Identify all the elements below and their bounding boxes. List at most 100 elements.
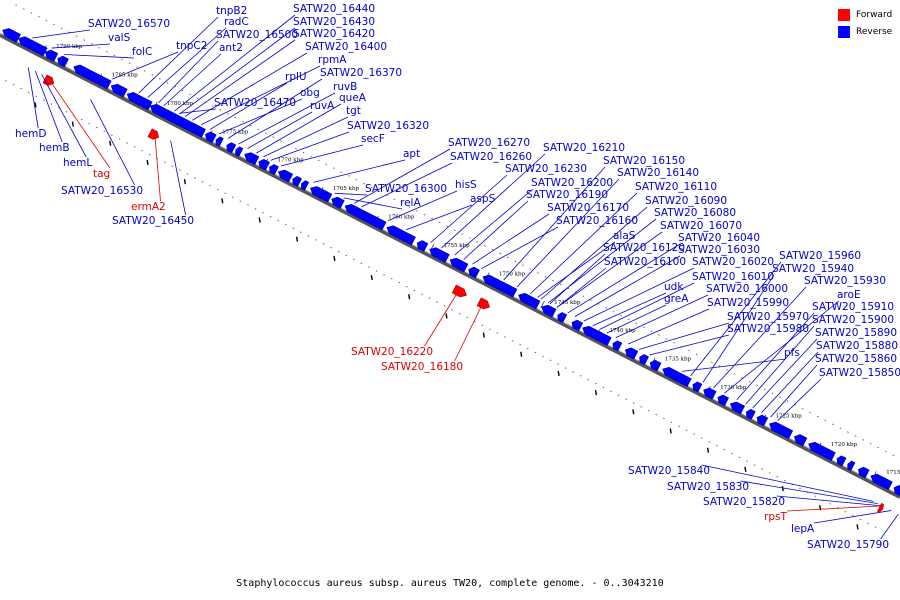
reverse-gene-label-leader	[752, 338, 818, 409]
reverse-gene-label: folC	[132, 46, 152, 58]
kbp-tick-label: 1770 kbp	[278, 158, 305, 164]
reverse-gene-label-leader	[270, 131, 350, 161]
reverse-gene	[126, 92, 153, 111]
reverse-gene-label-leader	[530, 192, 638, 295]
reverse-gene-label-leader	[51, 43, 111, 49]
reverse-gene	[258, 158, 271, 171]
reverse-gene-label-leader	[313, 159, 406, 183]
sequence-axis	[0, 33, 900, 499]
reverse-gene-label: SATW20_15880	[816, 340, 898, 352]
forward-gene-label-leader	[424, 288, 461, 347]
reverse-gene-label: SATW20_16320	[347, 120, 429, 132]
reverse-gene	[244, 152, 260, 166]
reverse-gene-label-leader	[361, 162, 453, 208]
reverse-gene-label-leader	[776, 495, 883, 507]
reverse-gene-label-leader	[430, 174, 508, 243]
reverse-gene	[756, 414, 769, 427]
reverse-gene-label: SATW20_16530	[61, 185, 143, 197]
gc-tick	[370, 274, 373, 281]
kbp-tick-label: 1760 kbp	[388, 215, 415, 221]
reverse-gene-label: SATW20_15820	[703, 496, 785, 508]
reverse-gene	[639, 354, 649, 366]
reverse-gene-label-leader	[724, 300, 840, 394]
kbp-tick-label: 1720 kbp	[831, 442, 858, 448]
reverse-gene	[331, 196, 345, 209]
forward-gene-label-leader	[454, 301, 485, 362]
reverse-gene-label-leader	[238, 92, 336, 145]
reverse-gene-label-leader	[227, 78, 323, 139]
reverse-gene-label: ruvB	[333, 81, 357, 93]
legend-forward-label: Forward	[856, 10, 893, 20]
reverse-gene-label-leader	[740, 480, 878, 505]
reverse-gene	[429, 247, 450, 263]
reverse-gene-label: SATW20_15840	[628, 465, 710, 477]
forward-gene	[877, 502, 884, 513]
reverse-gene-label: tgt	[346, 105, 361, 117]
reverse-gene-label: queA	[339, 92, 367, 104]
reverse-gene	[205, 131, 217, 144]
reverse-gene-label: greA	[664, 293, 689, 305]
reverse-gene-label: ant2	[219, 42, 243, 54]
reverse-gene-label-leader	[599, 282, 695, 330]
kbp-tick-label: 1730 kbp	[720, 385, 747, 391]
gc-tick	[557, 370, 560, 377]
reverse-gene-label: SATW20_16120	[603, 242, 685, 254]
reverse-gene	[836, 455, 847, 467]
reverse-gene-label-leader	[702, 274, 775, 383]
reverse-gene	[309, 186, 333, 203]
reverse-gene-label: aroE	[837, 289, 861, 301]
reverse-gene-label: SATW20_16260	[450, 151, 532, 163]
reverse-gene	[518, 292, 541, 310]
reverse-gene-label: rpmA	[318, 54, 347, 66]
kbp-tick-label: 1715 kbp	[886, 470, 900, 476]
reverse-gene-label: SATW20_16170	[547, 202, 629, 214]
reverse-gene	[344, 203, 387, 231]
forward-gene-label-leader	[47, 77, 111, 169]
reverse-gene-label: SATW20_16020	[692, 256, 774, 268]
reverse-gene-label-leader	[247, 111, 313, 149]
reverse-gene-label-leader	[537, 241, 616, 298]
reverse-gene-label: SATW20_16040	[678, 232, 760, 244]
reverse-gene-label: SATW20_16370	[320, 67, 402, 79]
reverse-gene	[269, 164, 279, 176]
reverse-gene	[571, 319, 584, 332]
reverse-gene-label-leader	[592, 292, 667, 327]
reverse-gene-label: SATW20_16080	[654, 207, 736, 219]
reverse-gene-label: SATW20_16430	[293, 16, 375, 28]
reverse-gene	[386, 225, 416, 246]
gc-tick	[856, 524, 859, 530]
reverse-gene	[745, 408, 756, 420]
reverse-gene-label-leader	[405, 204, 473, 231]
reverse-gene-label-leader	[334, 192, 368, 196]
gc-tick	[781, 485, 784, 492]
reverse-gene-label-leader	[567, 243, 681, 314]
kbp-tick-label: 1780 kbp	[167, 101, 194, 107]
forward-gene-label: rpsT	[764, 511, 787, 523]
reverse-gene-label-leader	[701, 464, 874, 502]
reverse-gene	[541, 304, 557, 318]
reverse-gene-label-leader	[549, 253, 606, 305]
reverse-gene-label-leader	[441, 153, 546, 249]
reverse-gene	[624, 347, 639, 360]
reverse-gene-label: udk	[664, 281, 684, 293]
gc-tick	[669, 428, 672, 434]
reverse-gene-label-leader	[27, 67, 39, 129]
reverse-gene-label-leader	[556, 267, 607, 308]
gc-tick	[445, 313, 448, 319]
reverse-gene-label-leader	[32, 29, 91, 39]
reverse-gene-label: SATW20_16420	[293, 28, 375, 40]
reverse-gene-label-leader	[649, 334, 730, 356]
legend-reverse-label: Reverse	[856, 27, 893, 37]
reverse-gene-label: apt	[403, 148, 420, 160]
kbp-tick-label: 1735 kbp	[665, 357, 692, 363]
reverse-gene-label-leader	[777, 378, 822, 422]
kbp-tick-label: 1745 kbp	[554, 300, 581, 306]
reverse-gene-label: rplU	[285, 71, 307, 83]
reverse-gene-label-leader	[463, 200, 529, 260]
kbp-tick-label: 1755 kbp	[444, 243, 471, 249]
reverse-gene	[235, 146, 244, 157]
reverse-gene-label: SATW20_16200	[531, 177, 613, 189]
reverse-gene	[717, 394, 730, 407]
gc-tick	[34, 102, 37, 108]
